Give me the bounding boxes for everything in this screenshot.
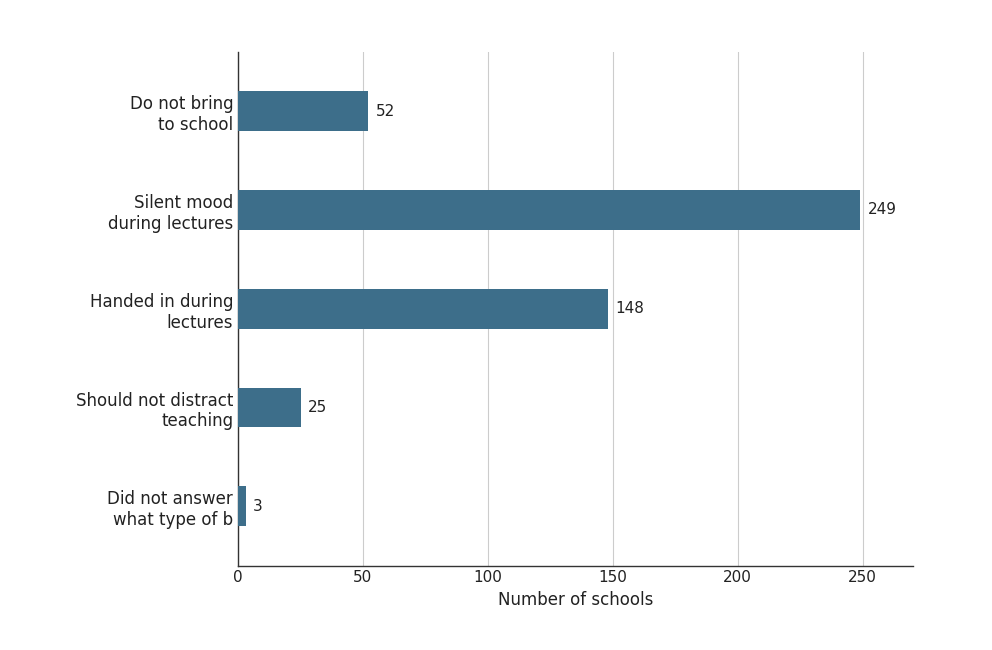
Bar [238, 92, 368, 131]
Text: 25: 25 [309, 400, 327, 415]
Bar [238, 388, 301, 427]
Text: 148: 148 [615, 301, 644, 317]
Bar [238, 486, 246, 526]
Text: 3: 3 [253, 499, 263, 514]
Text: 52: 52 [376, 104, 395, 119]
Text: 249: 249 [868, 203, 897, 218]
X-axis label: Number of schools: Number of schools [498, 591, 653, 609]
Bar [238, 190, 860, 229]
Bar [238, 289, 608, 328]
